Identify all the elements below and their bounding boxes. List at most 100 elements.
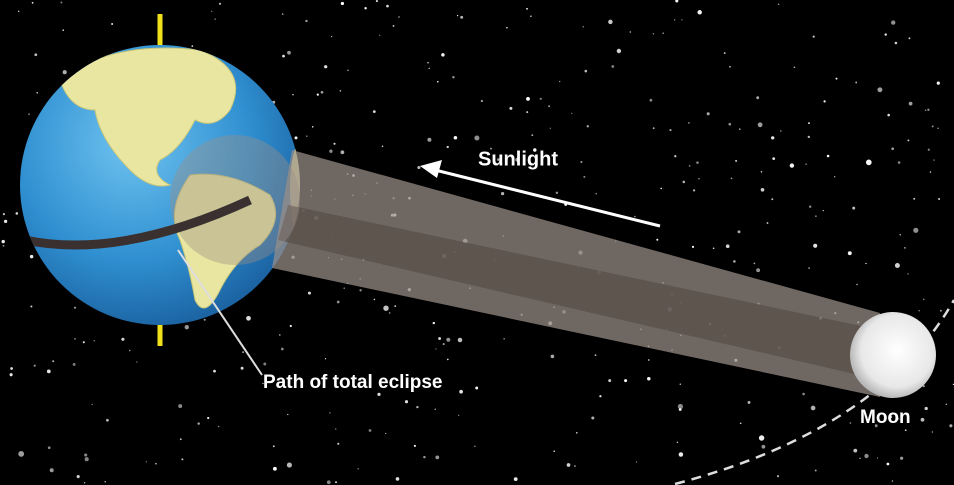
star xyxy=(373,298,376,301)
star xyxy=(333,142,336,145)
star xyxy=(329,412,331,414)
star xyxy=(847,251,852,256)
star xyxy=(733,260,736,263)
star xyxy=(924,406,928,411)
star xyxy=(812,35,815,38)
star xyxy=(772,157,776,161)
star xyxy=(83,482,86,484)
star xyxy=(347,69,349,72)
star xyxy=(756,268,761,273)
star xyxy=(688,122,690,124)
star xyxy=(441,53,445,57)
star xyxy=(660,187,663,190)
star xyxy=(286,462,292,468)
star xyxy=(931,431,934,433)
star xyxy=(891,20,896,25)
star xyxy=(287,50,291,55)
star xyxy=(428,67,430,70)
star xyxy=(280,347,284,351)
star xyxy=(624,379,628,383)
star xyxy=(805,163,807,165)
star xyxy=(927,148,930,151)
star xyxy=(949,424,953,428)
star xyxy=(706,112,710,116)
path-label: Path of total eclipse xyxy=(263,372,442,393)
star xyxy=(294,136,298,140)
star xyxy=(191,45,194,47)
star xyxy=(616,48,622,54)
star xyxy=(282,54,285,58)
star xyxy=(723,52,726,55)
star xyxy=(900,456,904,460)
star xyxy=(591,416,595,420)
star xyxy=(446,337,451,342)
star xyxy=(898,418,900,420)
star xyxy=(936,81,940,85)
star xyxy=(907,273,909,275)
star xyxy=(47,446,51,450)
star xyxy=(808,122,810,125)
star xyxy=(679,383,682,385)
star xyxy=(891,480,894,482)
star xyxy=(324,358,327,360)
star xyxy=(826,154,830,158)
star xyxy=(456,14,459,17)
star xyxy=(155,462,157,465)
star xyxy=(49,468,54,473)
star xyxy=(381,145,384,148)
star xyxy=(368,429,372,432)
star xyxy=(84,457,89,462)
star xyxy=(526,7,528,10)
star xyxy=(2,244,5,247)
star xyxy=(595,193,597,195)
star xyxy=(937,127,939,130)
star xyxy=(447,358,449,361)
star xyxy=(899,234,901,236)
star xyxy=(634,215,636,218)
star xyxy=(337,442,340,445)
star xyxy=(559,80,561,83)
star xyxy=(184,325,189,330)
star xyxy=(480,99,484,103)
star xyxy=(36,92,38,94)
star xyxy=(497,158,500,161)
star xyxy=(807,135,810,139)
star xyxy=(584,69,588,73)
star xyxy=(52,360,55,363)
star xyxy=(214,18,216,20)
star xyxy=(526,97,530,101)
star xyxy=(771,136,775,140)
star xyxy=(246,315,251,321)
star xyxy=(766,222,769,224)
star xyxy=(877,415,880,418)
star xyxy=(802,392,805,396)
star xyxy=(691,245,695,248)
star xyxy=(30,305,33,308)
star xyxy=(682,180,686,184)
star xyxy=(908,101,913,106)
star xyxy=(874,424,878,428)
star xyxy=(136,361,138,363)
star xyxy=(9,373,13,377)
star xyxy=(835,77,838,80)
star xyxy=(329,149,333,153)
star xyxy=(145,461,147,463)
star xyxy=(377,392,381,396)
star xyxy=(793,66,796,69)
star xyxy=(372,110,376,113)
star xyxy=(272,445,275,448)
star xyxy=(436,80,439,83)
star xyxy=(262,382,264,385)
star xyxy=(728,122,732,126)
star xyxy=(46,369,51,374)
star xyxy=(822,209,824,212)
south-america xyxy=(173,173,277,309)
star xyxy=(809,205,812,208)
star xyxy=(777,3,780,6)
star xyxy=(735,159,738,162)
star xyxy=(404,400,409,404)
star xyxy=(923,298,925,300)
star xyxy=(335,428,337,430)
star xyxy=(490,147,492,150)
